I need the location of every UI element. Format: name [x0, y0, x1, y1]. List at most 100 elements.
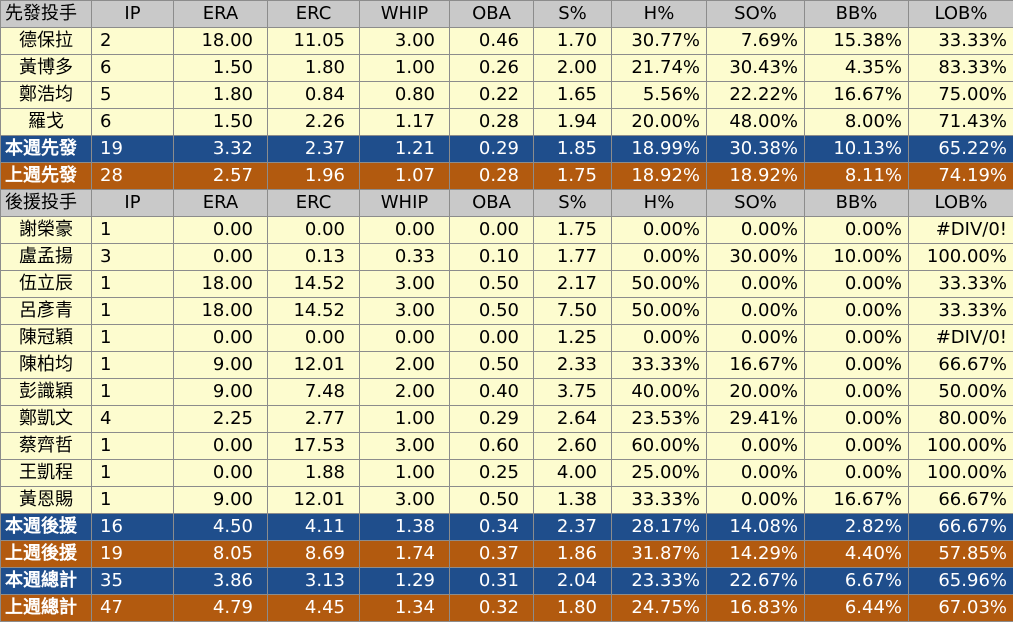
- reliever-header-row: 後援投手 IP ERA ERC WHIP OBA S% H% SO% BB% LOB%: [0, 189, 1013, 217]
- stat-cell: 0.00%: [804, 405, 909, 433]
- stat-cell: 1.75: [533, 216, 612, 244]
- stat-cell: ERC: [267, 189, 360, 217]
- this-week-starter-total-row: 本週先發 19 3.32 2.37 1.21 0.29 1.85 18.99% 30.38% 10…: [0, 135, 1013, 163]
- stat-cell: LOB%: [908, 189, 1013, 217]
- stat-cell: 0.29: [449, 135, 534, 163]
- stat-cell: ERC: [267, 0, 360, 28]
- reliever-row: 黃恩賜 1 9.00 12.01 3.00 0.50 1.38 33.33% 0.00% 16.6…: [0, 486, 1013, 514]
- stat-cell: 30.77%: [611, 27, 707, 55]
- stat-cell: 33.33%: [611, 486, 707, 514]
- stat-cell: 18.99%: [611, 135, 707, 163]
- stat-cell: 1.86: [533, 540, 612, 568]
- row-label-cell: 鄭凱文: [0, 405, 92, 433]
- stat-cell: 100.00%: [908, 243, 1013, 271]
- stat-cell: S%: [533, 0, 612, 28]
- stat-cell: 15.38%: [804, 27, 909, 55]
- stat-cell: 0.00%: [804, 459, 909, 487]
- stat-cell: 65.22%: [908, 135, 1013, 163]
- stat-cell: 0.00%: [611, 216, 707, 244]
- stat-cell: 100.00%: [908, 432, 1013, 460]
- stat-cell: 14.08%: [706, 513, 805, 541]
- row-label-cell: 後援投手: [0, 189, 92, 217]
- reliever-row: 盧孟揚 3 0.00 0.13 0.33 0.10 1.77 0.00% 30.00% 10.00…: [0, 243, 1013, 271]
- stat-cell: 14.52: [267, 270, 360, 298]
- row-label-cell: 本週總計: [0, 567, 92, 595]
- stat-cell: 0.10: [449, 243, 534, 271]
- stat-cell: 0.50: [449, 486, 534, 514]
- stat-cell: H%: [611, 0, 707, 28]
- stat-cell: 1.50: [173, 108, 268, 136]
- stat-cell: 0.00%: [804, 270, 909, 298]
- stat-cell: 5: [91, 81, 174, 109]
- stat-cell: 33.33%: [908, 270, 1013, 298]
- stat-cell: IP: [91, 189, 174, 217]
- stat-cell: 66.67%: [908, 486, 1013, 514]
- stat-cell: 50.00%: [908, 378, 1013, 406]
- stat-cell: 3.00: [359, 297, 450, 325]
- stat-cell: 74.19%: [908, 162, 1013, 190]
- stat-cell: 4.11: [267, 513, 360, 541]
- last-week-starter-total-row: 上週先發 28 2.57 1.96 1.07 0.28 1.75 18.92% 18.92% 8.…: [0, 162, 1013, 190]
- stat-cell: 4: [91, 405, 174, 433]
- stat-cell: 66.67%: [908, 513, 1013, 541]
- stat-cell: 14.29%: [706, 540, 805, 568]
- stat-cell: 0.40: [449, 378, 534, 406]
- stat-cell: 1.17: [359, 108, 450, 136]
- stat-cell: 21.74%: [611, 54, 707, 82]
- stat-cell: OBA: [449, 0, 534, 28]
- stat-cell: 16.67%: [706, 351, 805, 379]
- stat-cell: 83.33%: [908, 54, 1013, 82]
- row-label-cell: 本週後援: [0, 513, 92, 541]
- stat-cell: 66.67%: [908, 351, 1013, 379]
- stat-cell: 0.25: [449, 459, 534, 487]
- stat-cell: 6.67%: [804, 567, 909, 595]
- stat-cell: 3: [91, 243, 174, 271]
- reliever-row: 鄭凱文 4 2.25 2.77 1.00 0.29 2.64 23.53% 29.41% 0.00…: [0, 405, 1013, 433]
- stat-cell: 33.33%: [908, 297, 1013, 325]
- stat-cell: 2.57: [173, 162, 268, 190]
- stat-cell: WHIP: [359, 189, 450, 217]
- stat-cell: 1.00: [359, 459, 450, 487]
- stat-cell: ERA: [173, 0, 268, 28]
- stat-cell: 1.29: [359, 567, 450, 595]
- stat-cell: 1.77: [533, 243, 612, 271]
- stat-cell: 0.00: [173, 216, 268, 244]
- stat-cell: H%: [611, 189, 707, 217]
- stat-cell: ERA: [173, 189, 268, 217]
- stat-cell: 65.96%: [908, 567, 1013, 595]
- stat-cell: 4.50: [173, 513, 268, 541]
- stat-cell: 2.37: [267, 135, 360, 163]
- stat-cell: 100.00%: [908, 459, 1013, 487]
- stat-cell: LOB%: [908, 0, 1013, 28]
- stat-cell: 0.00: [173, 324, 268, 352]
- stat-cell: 23.53%: [611, 405, 707, 433]
- stat-cell: 0.00: [173, 432, 268, 460]
- stat-cell: 0.00: [267, 324, 360, 352]
- stat-cell: 23.33%: [611, 567, 707, 595]
- reliever-row: 王凱程 1 0.00 1.88 1.00 0.25 4.00 25.00% 0.00% 0.00%…: [0, 459, 1013, 487]
- stat-cell: 0.00: [359, 324, 450, 352]
- stat-cell: 35: [91, 567, 174, 595]
- stat-cell: 7.69%: [706, 27, 805, 55]
- stat-cell: 2: [91, 27, 174, 55]
- row-label-cell: 謝榮豪: [0, 216, 92, 244]
- stat-cell: 4.45: [267, 594, 360, 622]
- stat-cell: 16.67%: [804, 486, 909, 514]
- starter-row: 鄭浩均 5 1.80 0.84 0.80 0.22 1.65 5.56% 22.22% 16.67…: [0, 81, 1013, 109]
- stat-cell: 75.00%: [908, 81, 1013, 109]
- stat-cell: 1.80: [267, 54, 360, 82]
- stat-cell: 18.00: [173, 297, 268, 325]
- stat-cell: 10.00%: [804, 243, 909, 271]
- stat-cell: 67.03%: [908, 594, 1013, 622]
- reliever-row: 陳冠穎 1 0.00 0.00 0.00 0.00 1.25 0.00% 0.00% 0.00% #…: [0, 324, 1013, 352]
- stat-cell: 0.00%: [611, 243, 707, 271]
- stat-cell: 0.00%: [706, 270, 805, 298]
- stat-cell: 0.33: [359, 243, 450, 271]
- stat-cell: 1: [91, 459, 174, 487]
- stat-cell: 50.00%: [611, 270, 707, 298]
- stat-cell: 2.82%: [804, 513, 909, 541]
- stat-cell: 60.00%: [611, 432, 707, 460]
- stat-cell: 33.33%: [908, 27, 1013, 55]
- row-label-cell: 鄭浩均: [0, 81, 92, 109]
- stat-cell: 0.00%: [706, 216, 805, 244]
